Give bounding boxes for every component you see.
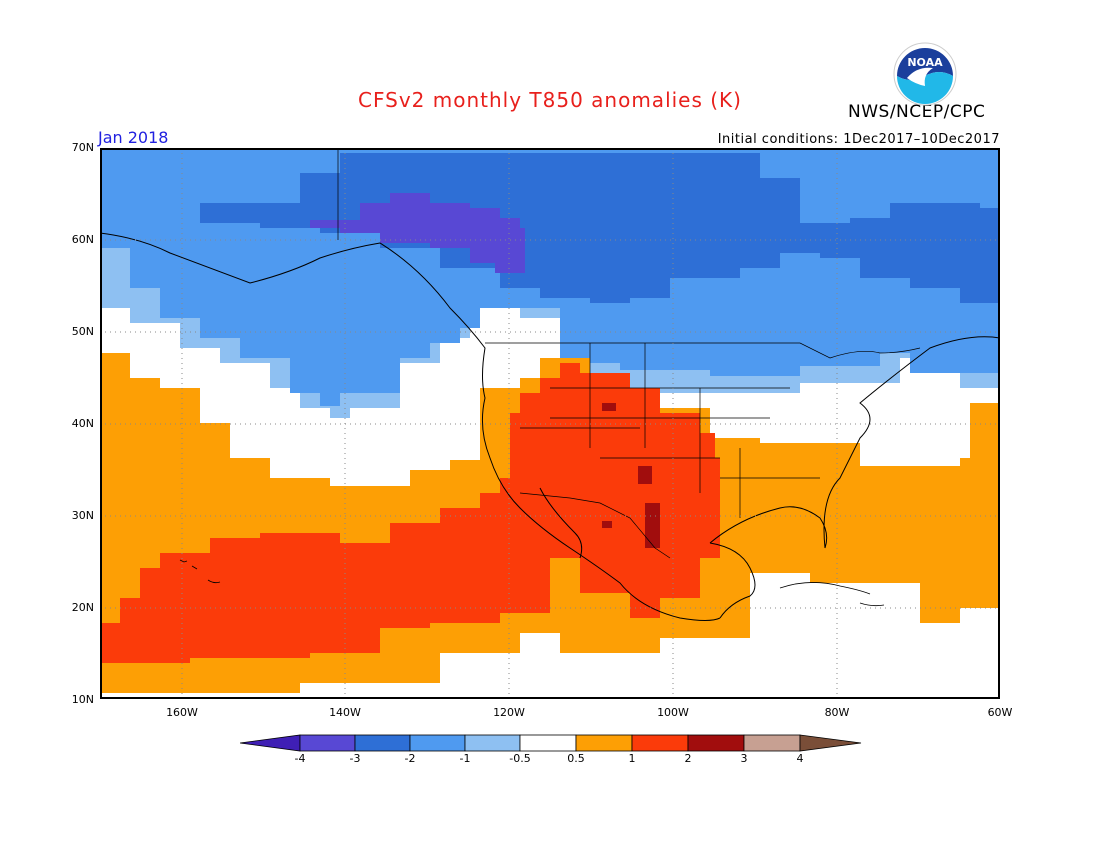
coastlines (100, 232, 1000, 621)
colorbar-label: 2 (684, 752, 692, 765)
anomaly-band-neg3 (310, 193, 525, 273)
forecast-month: Jan 2018 (98, 128, 169, 147)
lat-label-60n: 60N (71, 233, 94, 246)
anomaly-band-pos1 (100, 363, 720, 663)
lat-label-40n: 40N (71, 417, 94, 430)
political-borders (337, 148, 921, 559)
noaa-logo-icon: NOAA (893, 42, 957, 106)
colorbar-label: -4 (294, 752, 306, 765)
lon-label-160w: 160W (166, 706, 198, 719)
colorbar-swatch (354, 734, 411, 752)
colorbar-swatch (631, 734, 689, 752)
islands (179, 559, 885, 607)
anomaly-map (100, 148, 1000, 699)
lon-label-100w: 100W (657, 706, 689, 719)
lon-label-80w: 80W (824, 706, 850, 719)
colorbar-label: -1 (459, 752, 471, 765)
svg-text:NOAA: NOAA (907, 56, 943, 69)
colorbar-label: 0.5 (567, 752, 585, 765)
initial-conditions: Initial conditions: 1Dec2017–10Dec2017 (717, 132, 1000, 147)
anomaly-band-neg2 (200, 153, 1000, 303)
colorbar-swatch (687, 734, 745, 752)
colorbar-label: 4 (796, 752, 804, 765)
colorbar-swatch (575, 734, 633, 752)
lon-label-120w: 120W (493, 706, 525, 719)
lat-label-20n: 20N (71, 601, 94, 614)
lat-label-30n: 30N (71, 509, 94, 522)
lon-label-140w: 140W (329, 706, 361, 719)
colorbar-label: 3 (740, 752, 748, 765)
colorbar-swatch (299, 734, 356, 752)
colorbar-min-arrow (240, 734, 301, 752)
lon-label-60w: 60W (987, 706, 1013, 719)
colorbar-swatch (409, 734, 466, 752)
colorbar-max-arrow (799, 734, 862, 752)
chart-title: CFSv2 monthly T850 anomalies (K) (358, 88, 742, 112)
graticule (100, 148, 1000, 699)
lat-label-70n: 70N (71, 141, 94, 154)
colorbar-label: -2 (404, 752, 416, 765)
anomaly-band-pos2 (602, 403, 660, 548)
lat-label-10n: 10N (71, 693, 94, 706)
colorbar-swatch (519, 734, 577, 752)
colorbar-swatch (743, 734, 801, 752)
colorbar-label: 1 (628, 752, 636, 765)
colorbar-swatch (464, 734, 521, 752)
colorbar-label: -0.5 (509, 752, 531, 765)
agency-label: NWS/NCEP/CPC (848, 102, 986, 122)
map-frame (100, 148, 1000, 699)
lat-label-50n: 50N (71, 325, 94, 338)
colorbar-label: -3 (349, 752, 361, 765)
colorbar (240, 734, 862, 752)
